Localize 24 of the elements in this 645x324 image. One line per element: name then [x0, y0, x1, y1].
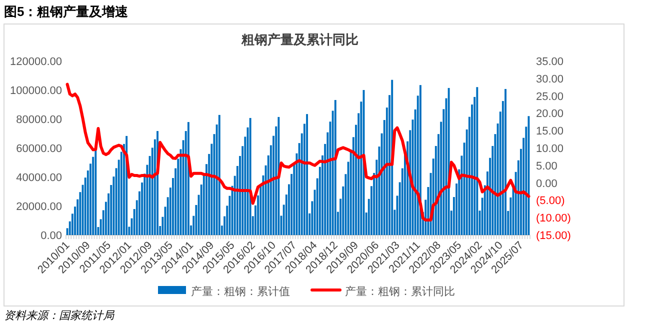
- chart-title: 图5：粗钢产量及增速: [4, 4, 130, 19]
- legend-label: 产量：粗钢：累计同比: [345, 285, 455, 298]
- y-tick-label: 100000.00: [10, 85, 62, 97]
- y-tick-label: 120000.00: [10, 56, 62, 68]
- y-tick-label: 80000.00: [16, 114, 62, 126]
- y2-tick-label: 20.00: [536, 108, 564, 120]
- y-tick-label: 60000.00: [16, 143, 62, 155]
- y2-tick-label: 10.00: [536, 143, 564, 155]
- y2-tick-label: (15.00): [536, 230, 571, 242]
- y-tick-label: 20000.00: [16, 201, 62, 213]
- y2-tick-label: 5.00: [536, 160, 558, 172]
- y2-tick-label: 0.00: [536, 178, 558, 190]
- line-series: [66, 82, 530, 222]
- y2-tick-label: (5.00): [536, 195, 565, 208]
- y-tick-label: 0.00: [40, 230, 62, 242]
- y2-tick-label: 35.00: [536, 56, 564, 68]
- text: 资料来源：国家统计局: [4, 309, 115, 322]
- y2-tick-label: 15.00: [536, 126, 564, 138]
- legend-label: 产量：粗钢：累计值: [191, 285, 290, 298]
- y2-tick-label: (10.00): [536, 212, 571, 225]
- y2-tick-label: 30.00: [536, 73, 564, 86]
- y-tick-label: 40000.00: [16, 172, 62, 184]
- y2-tick-label: 25.00: [536, 90, 564, 103]
- chart-subtitle: 粗钢产量及累计同比: [240, 32, 358, 47]
